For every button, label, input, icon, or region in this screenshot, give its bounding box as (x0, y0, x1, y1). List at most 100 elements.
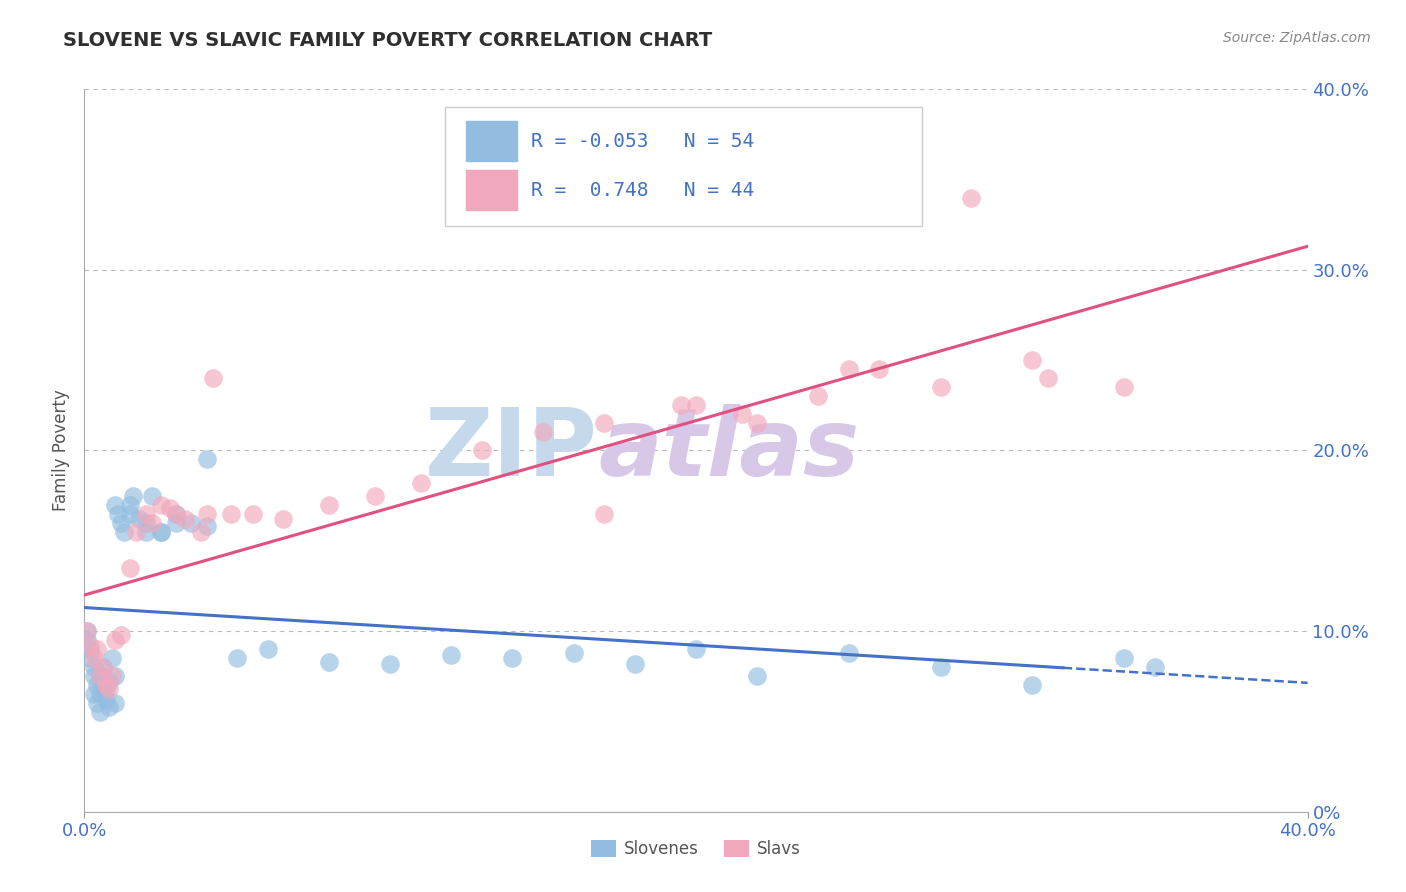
Point (531, 425, 554, 440)
Point (125, 524, 148, 539)
Point (79, 642, 101, 657)
Text: SLOVENE VS SLAVIC FAMILY POVERTY CORRELATION CHART: SLOVENE VS SLAVIC FAMILY POVERTY CORRELA… (63, 31, 713, 50)
Point (669, 398, 692, 412)
Bar (465, 121, 517, 161)
Point (86, 642, 108, 657)
Point (180, 516, 202, 530)
Point (201, 371, 224, 385)
Point (960, 191, 983, 205)
Point (97, 681, 120, 696)
Point (1021, 353, 1043, 368)
Point (94, 678, 117, 692)
Point (101, 669, 124, 683)
Point (165, 507, 187, 521)
Point (562, 646, 585, 660)
Point (838, 362, 860, 376)
Point (120, 498, 142, 512)
Point (135, 507, 157, 521)
Point (159, 501, 181, 516)
Point (174, 512, 197, 526)
Point (929, 380, 952, 394)
Point (104, 697, 127, 711)
Point (1021, 678, 1043, 692)
Text: R =  0.748   N = 44: R = 0.748 N = 44 (531, 181, 754, 200)
Point (593, 417, 616, 431)
Point (149, 498, 172, 512)
Point (685, 398, 707, 412)
Point (86, 678, 108, 692)
Point (86, 697, 108, 711)
Point (128, 512, 150, 526)
FancyBboxPatch shape (446, 107, 922, 227)
Point (94, 692, 117, 706)
Point (838, 646, 860, 660)
Point (165, 507, 187, 521)
Point (76, 624, 98, 639)
Point (242, 507, 264, 521)
Text: Source: ZipAtlas.com: Source: ZipAtlas.com (1223, 31, 1371, 45)
Point (122, 489, 145, 503)
Point (440, 648, 463, 662)
Point (685, 642, 707, 657)
Point (89, 706, 111, 720)
Point (624, 657, 647, 671)
Point (141, 516, 163, 530)
Point (149, 524, 172, 539)
Point (101, 651, 124, 665)
Point (271, 512, 294, 526)
Point (257, 642, 280, 657)
Text: atlas: atlas (598, 404, 859, 497)
Point (747, 669, 769, 683)
Point (165, 516, 187, 530)
Point (149, 524, 172, 539)
Point (135, 524, 157, 539)
Point (104, 498, 127, 512)
Point (929, 660, 952, 674)
Point (83, 669, 105, 683)
Point (112, 524, 135, 539)
Point (94, 681, 117, 696)
Legend: Slovenes, Slavs: Slovenes, Slavs (583, 833, 808, 865)
Point (747, 417, 769, 431)
Point (107, 507, 129, 521)
Text: ZIP: ZIP (425, 404, 598, 497)
Point (1114, 380, 1136, 394)
Point (97, 700, 120, 714)
Point (83, 687, 105, 701)
Point (318, 655, 340, 669)
Point (190, 524, 212, 539)
Point (89, 687, 111, 701)
Point (110, 516, 132, 530)
Point (502, 651, 524, 665)
Point (79, 651, 101, 665)
Point (195, 519, 218, 533)
Y-axis label: Family Poverty: Family Poverty (52, 390, 70, 511)
Point (91, 678, 114, 692)
Point (807, 389, 830, 403)
Point (141, 489, 163, 503)
Point (869, 362, 891, 376)
Point (1036, 371, 1059, 385)
Point (104, 633, 127, 648)
Point (76, 624, 98, 639)
Point (1143, 660, 1166, 674)
Point (110, 628, 132, 642)
Point (120, 561, 142, 575)
Point (104, 669, 127, 683)
Point (120, 507, 142, 521)
Point (1114, 651, 1136, 665)
Point (380, 657, 402, 671)
Point (76, 633, 98, 648)
Point (79, 639, 101, 653)
Text: R = -0.053   N = 54: R = -0.053 N = 54 (531, 132, 754, 151)
Bar (465, 170, 517, 211)
Point (195, 452, 218, 467)
Point (593, 507, 616, 521)
Point (219, 507, 242, 521)
Point (89, 669, 111, 683)
Point (83, 660, 105, 674)
Point (135, 516, 157, 530)
Point (731, 407, 754, 422)
Point (226, 651, 249, 665)
Point (83, 651, 105, 665)
